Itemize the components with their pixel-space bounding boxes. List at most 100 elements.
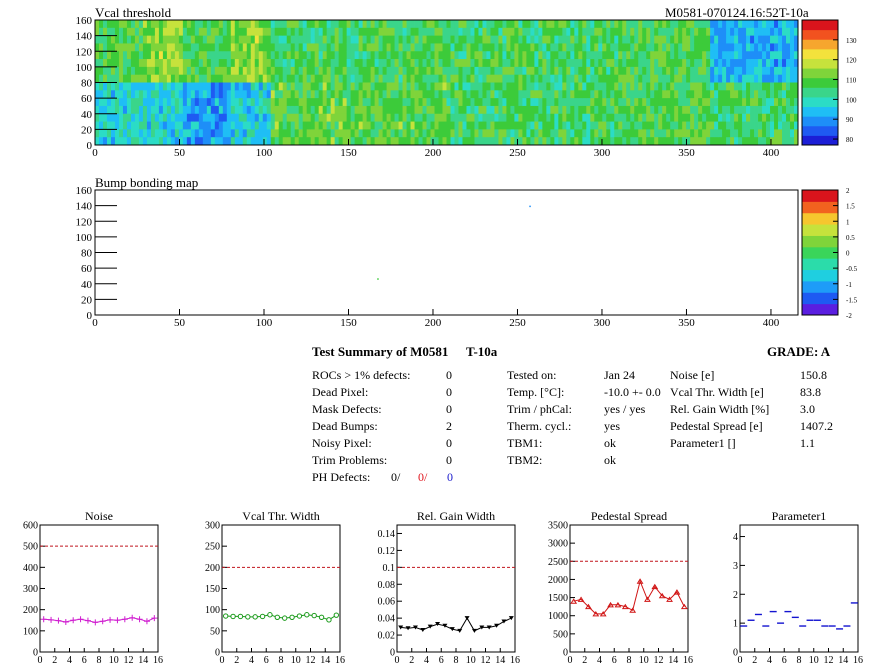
- vcal-scale-frame: [801, 19, 839, 146]
- vcal-roc-tile: [534, 82, 623, 146]
- vcal-roc-tile: [710, 82, 799, 146]
- bump-axis-y-tick-label: 80: [81, 248, 93, 260]
- bump-scale-band: [802, 246, 838, 259]
- chart-x-tick-label: 12: [124, 655, 134, 666]
- bump-scale-band: [802, 235, 838, 248]
- vcal-axis-x-tick-label: 250: [509, 147, 526, 159]
- summary-metric-value: 150.8: [800, 368, 827, 382]
- chart-x-tick-label: 0: [738, 655, 743, 666]
- vcal-scale-band: [802, 96, 838, 108]
- chart-point: [252, 614, 258, 620]
- bump-axis-x-tick-label: 250: [509, 317, 526, 329]
- vcal-axis-y-tick-label: 140: [76, 31, 93, 43]
- bump-axis-frame: [94, 189, 799, 316]
- bump-axis-x-tick-label: 200: [425, 317, 442, 329]
- chart-title: Rel. Gain Width: [417, 509, 495, 523]
- chart-y-tick-label: 0: [733, 648, 738, 659]
- chart-point: [651, 583, 659, 590]
- summary-condition-label: TBM2:: [507, 453, 543, 467]
- chart-x-tick-label: 12: [824, 655, 834, 666]
- chart-y-tick-label: 0.14: [378, 529, 396, 540]
- bump-axis-x-tick-label: 0: [92, 317, 98, 329]
- summary-condition-value: ok: [604, 453, 616, 467]
- chart-point: [114, 617, 121, 624]
- chart-x-tick-label: 4: [424, 655, 429, 666]
- bump-scale-band: [802, 212, 838, 225]
- bump-axis-x-tick-label: 150: [340, 317, 357, 329]
- chart-point: [442, 623, 448, 628]
- chart-x-tick-label: 12: [306, 655, 316, 666]
- vcal-axis-y-tick-label: 100: [76, 62, 93, 74]
- ph-defects-value-1: 0/: [391, 470, 401, 484]
- chart-x-tick-label: 2: [409, 655, 414, 666]
- chart-x-tick-label: 14: [838, 655, 848, 666]
- vcal-scale-label: 90: [846, 116, 854, 124]
- bump-axis-x-tick-label: 100: [256, 317, 273, 329]
- chart-y-tick-label: 2500: [548, 557, 568, 568]
- chart-x-tick-label: 2: [752, 655, 757, 666]
- chart-series-line: [573, 579, 685, 615]
- chart-x-tick-label: 8: [97, 655, 102, 666]
- chart-y-tick-label: 0: [215, 648, 220, 659]
- chart-point: [40, 616, 47, 623]
- chart-point: [464, 616, 470, 621]
- bump-scale-label: 2: [846, 187, 850, 195]
- chart-point: [222, 613, 229, 619]
- bump-bonding-map: 0 50 100 150 200 250 300 350 4000204060801001201…: [76, 185, 858, 329]
- chart-x-tick-label: 4: [767, 655, 772, 666]
- chart-point: [143, 618, 150, 625]
- chart-y-tick-label: 4: [733, 532, 738, 543]
- summary-metric-label: Parameter1 []: [670, 436, 736, 450]
- vcal-scale-label: 100: [846, 96, 857, 104]
- chart-point: [281, 615, 288, 621]
- summary-title: Test Summary of M0581: [312, 344, 449, 359]
- chart-point: [599, 610, 607, 617]
- chart-x-tick-label: 10: [291, 655, 301, 666]
- summary-condition-value: yes / yes: [604, 402, 646, 416]
- vcal-roc-tile: [182, 82, 272, 146]
- chart-point: [259, 613, 266, 620]
- summary-metric-label: Rel. Gain Width [%]: [670, 402, 770, 416]
- vcal-roc-tile: [270, 82, 360, 146]
- chart-y-tick-label: 500: [23, 542, 38, 553]
- summary-metric-value: 1.1: [800, 436, 815, 450]
- chart-y-tick-label: 2: [733, 590, 738, 601]
- summary-metric-label: Noise [e]: [670, 368, 715, 382]
- chart-x-tick-label: 8: [797, 655, 802, 666]
- summary-defect-value: 0: [446, 385, 452, 399]
- chart-point: [398, 625, 404, 630]
- chart-point: [479, 625, 485, 630]
- bump-axis-x-tick-label: 350: [678, 317, 695, 329]
- chart-x-tick-label: 8: [627, 655, 632, 666]
- chart-3: Pedestal Spread 0 500 1000 1500 2000 2500 3000 3…: [548, 509, 693, 666]
- chart-x-tick-label: 0: [395, 655, 400, 666]
- vcal-axis-y-tick-label: 40: [81, 109, 93, 121]
- chart-y-tick-label: 150: [205, 584, 220, 595]
- vcal-scale-band: [802, 106, 838, 117]
- chart-point: [62, 618, 69, 625]
- chart-2: Rel. Gain Width 0 0.02 0.04 0.06 0.08 0.1 0.12 0…: [378, 509, 521, 666]
- chart-x-tick-label: 10: [809, 655, 819, 666]
- chart-point: [614, 601, 622, 608]
- vcal-roc-tile: [182, 20, 272, 83]
- chart-x-tick-label: 6: [264, 655, 269, 666]
- bump-scale-label: -2: [846, 312, 852, 320]
- summary-defect-label: Dead Pixel:: [312, 385, 369, 399]
- chart-point: [405, 626, 411, 631]
- vcal-roc-tile: [446, 82, 535, 146]
- chart-point: [457, 628, 463, 633]
- chart-x-tick-label: 4: [67, 655, 72, 666]
- bump-scale-label: 0.5: [846, 234, 855, 242]
- chart-x-tick-label: 4: [597, 655, 602, 666]
- summary-defect-value: 0: [446, 436, 452, 450]
- vcal-scale-band: [802, 77, 838, 88]
- bump-scale-band: [802, 201, 838, 214]
- chart-point: [296, 613, 303, 619]
- ph-defects-value-2: 0/: [418, 470, 428, 484]
- chart-series-line: [225, 614, 337, 621]
- bump-scale-label: 1.5: [846, 203, 855, 211]
- summary-defect-label: ROCs > 1% defects:: [312, 368, 411, 382]
- chart-title: Noise: [85, 509, 113, 523]
